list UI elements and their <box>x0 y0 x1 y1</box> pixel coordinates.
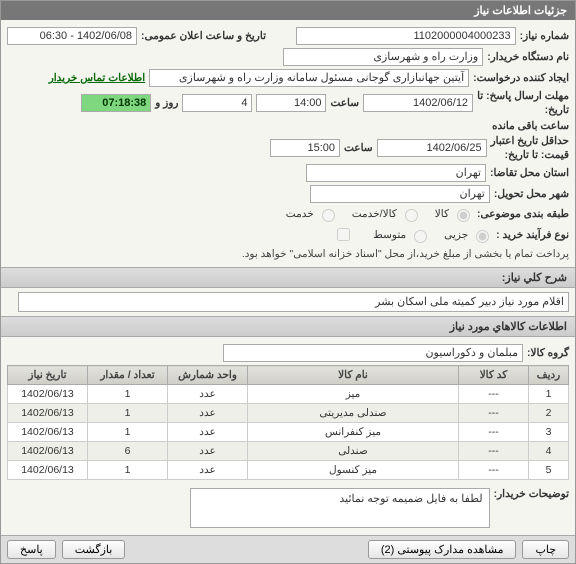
cell-date: 1402/06/13 <box>8 385 88 404</box>
deadline-label-2: تاریخ: <box>477 104 569 116</box>
cell-name: صندلی <box>248 442 459 461</box>
col-qty: تعداد / مقدار <box>88 366 168 385</box>
remaining-days-field: 4 <box>182 94 252 112</box>
cell-unit: عدد <box>168 404 248 423</box>
col-code: کد کالا <box>459 366 529 385</box>
col-row: ردیف <box>529 366 569 385</box>
need-no-field: 1102000004000233 <box>296 27 516 45</box>
city-delivery-field: تهران <box>310 185 490 203</box>
time-label-2: ساعت <box>344 142 373 154</box>
buyer-org-field: وزارت راه و شهرسازی <box>283 48 483 66</box>
cell-qty: 1 <box>88 423 168 442</box>
panel-title: جزئیات اطلاعات نیاز <box>1 1 575 20</box>
table-row: 1---میزعدد11402/06/13 <box>8 385 569 404</box>
cell-qty: 1 <box>88 461 168 480</box>
items-section-title: اطلاعات کالاهاي مورد نیاز <box>1 316 575 337</box>
deadline-time-field: 14:00 <box>256 94 326 112</box>
treasury-checkbox <box>337 228 350 241</box>
col-unit: واحد شمارش <box>168 366 248 385</box>
cell-code: --- <box>459 442 529 461</box>
need-desc-field: اقلام مورد نیاز دبیر کمیته ملی اسکان بشر <box>18 292 569 312</box>
cell-date: 1402/06/13 <box>8 404 88 423</box>
buyer-notes-label: توضیحات خریدار: <box>494 488 569 500</box>
contact-info-link[interactable]: اطلاعات تماس خریدار <box>49 72 145 84</box>
city-delivery-label: شهر محل تحویل: <box>494 188 569 200</box>
cell-name: میز کنسول <box>248 461 459 480</box>
cell-qty: 6 <box>88 442 168 461</box>
small-radio-label: جزیی <box>444 229 468 241</box>
need-no-label: شماره نیاز: <box>520 30 569 42</box>
goods-service-radio-label: کالا/خدمت <box>352 208 397 220</box>
cell-n: 1 <box>529 385 569 404</box>
creator-label: ایجاد کننده درخواست: <box>473 72 569 84</box>
remaining-suffix-label: ساعت باقی مانده <box>492 120 569 132</box>
back-button[interactable]: بازگشت <box>62 540 126 559</box>
cell-code: --- <box>459 461 529 480</box>
valid-date-field: 1402/06/25 <box>377 139 487 157</box>
cell-unit: عدد <box>168 442 248 461</box>
payment-note: پرداخت تمام یا بخشی از مبلغ خرید،از محل … <box>242 248 569 260</box>
cell-n: 3 <box>529 423 569 442</box>
service-radio-label: خدمت <box>286 208 314 220</box>
need-details-panel: جزئیات اطلاعات نیاز شماره نیاز: 11020000… <box>0 0 576 564</box>
cell-unit: عدد <box>168 423 248 442</box>
cell-qty: 1 <box>88 404 168 423</box>
cell-n: 2 <box>529 404 569 423</box>
cell-code: --- <box>459 404 529 423</box>
category-label: طبقه بندی موضوعی: <box>477 208 569 220</box>
cell-name: میز <box>248 385 459 404</box>
goods-radio <box>457 209 470 222</box>
deadline-date-field: 1402/06/12 <box>363 94 473 112</box>
remaining-unit-label: روز و <box>155 97 178 109</box>
cell-code: --- <box>459 423 529 442</box>
cell-code: --- <box>459 385 529 404</box>
cell-date: 1402/06/13 <box>8 442 88 461</box>
remaining-time-field: 07:18:38 <box>81 94 151 112</box>
city-request-label: استان محل تقاضا: <box>490 167 569 179</box>
reply-button[interactable]: پاسخ <box>7 540 56 559</box>
table-row: 4---صندلیعدد61402/06/13 <box>8 442 569 461</box>
announce-label: تاریخ و ساعت اعلان عمومی: <box>141 30 266 42</box>
cell-qty: 1 <box>88 385 168 404</box>
medium-radio-label: متوسط <box>373 229 406 241</box>
group-label: گروه کالا: <box>527 347 569 359</box>
deadline-label-1: مهلت ارسال پاسخ: تا <box>477 90 569 102</box>
valid-time-field: 15:00 <box>270 139 340 157</box>
cell-unit: عدد <box>168 461 248 480</box>
goods-radio-label: کالا <box>435 208 449 220</box>
need-desc-section: شرح کلي نیاز: <box>1 267 575 288</box>
city-request-field: تهران <box>306 164 486 182</box>
service-radio <box>322 209 335 222</box>
cell-date: 1402/06/13 <box>8 461 88 480</box>
col-name: نام کالا <box>248 366 459 385</box>
cell-n: 4 <box>529 442 569 461</box>
print-button[interactable]: چاپ <box>522 540 569 559</box>
group-field: مبلمان و دکوراسیون <box>223 344 523 362</box>
cell-name: صندلی مدیریتی <box>248 404 459 423</box>
need-desc-label: شرح کلي نیاز: <box>502 272 567 284</box>
footer-bar: چاپ مشاهده مدارک پیوستی (2) بازگشت پاسخ <box>1 535 575 563</box>
small-radio <box>476 230 489 243</box>
time-label-1: ساعت <box>330 97 359 109</box>
medium-radio <box>414 230 427 243</box>
cell-date: 1402/06/13 <box>8 423 88 442</box>
main-content: شماره نیاز: 1102000004000233 تاریخ و ساع… <box>1 20 575 267</box>
col-date: تاریخ نیاز <box>8 366 88 385</box>
table-row: 2---صندلی مدیریتیعدد11402/06/13 <box>8 404 569 423</box>
items-table: ردیف کد کالا نام کالا واحد شمارش تعداد /… <box>7 365 569 480</box>
buyer-notes-box: لطفا به فایل ضمیمه توجه نمائید <box>190 488 490 528</box>
process-label: نوع فرآیند خرید : <box>496 229 569 241</box>
cell-name: میز کنفرانس <box>248 423 459 442</box>
cell-unit: عدد <box>168 385 248 404</box>
announce-field: 1402/06/08 - 06:30 <box>7 27 137 45</box>
buyer-org-label: نام دستگاه خریدار: <box>487 51 569 63</box>
goods-service-radio <box>405 209 418 222</box>
table-row: 3---میز کنفرانسعدد11402/06/13 <box>8 423 569 442</box>
valid-label-2: قیمت: تا تاریخ: <box>491 149 569 161</box>
attachments-button[interactable]: مشاهده مدارک پیوستی (2) <box>368 540 517 559</box>
creator-field: آیتین جهانبازاری گوجانی مسئول سامانه وزا… <box>149 69 469 87</box>
cell-n: 5 <box>529 461 569 480</box>
table-row: 5---میز کنسولعدد11402/06/13 <box>8 461 569 480</box>
valid-label-1: حداقل تاریخ اعتبار <box>491 135 569 147</box>
